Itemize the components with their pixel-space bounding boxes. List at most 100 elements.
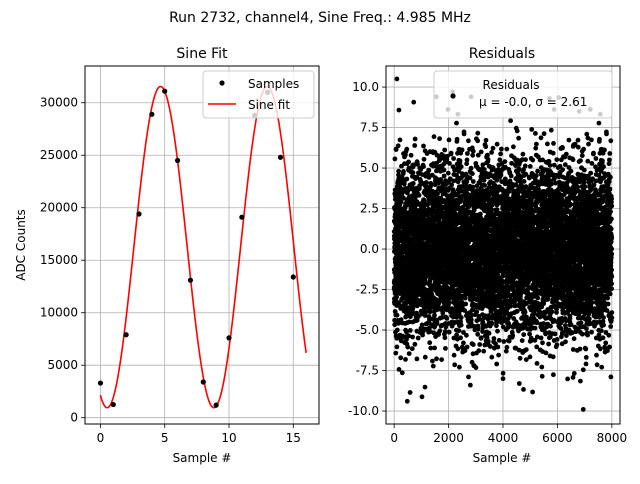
residual-point [515, 309, 520, 314]
sample-point [162, 89, 167, 94]
sine-fit-title: Sine Fit [176, 46, 228, 62]
residual-point [443, 346, 448, 351]
residual-point [427, 340, 432, 345]
sample-point [201, 379, 206, 384]
residual-point [423, 355, 428, 360]
residual-point [488, 344, 493, 349]
residual-point [504, 147, 509, 152]
residual-point [458, 335, 463, 340]
residual-point [486, 339, 491, 344]
residual-point [508, 118, 513, 123]
residual-point [503, 159, 508, 164]
sample-point [278, 155, 283, 160]
sine-fit-ylabel: ADC Counts [14, 209, 28, 281]
residual-point [417, 193, 422, 198]
residual-point [407, 351, 412, 356]
residual-point [468, 176, 473, 181]
residual-point [422, 157, 427, 162]
residual-point [499, 147, 504, 152]
residual-point [442, 148, 447, 153]
residual-point [409, 153, 414, 158]
residual-point [485, 153, 490, 158]
residual-point [428, 309, 433, 314]
residual-point [474, 365, 479, 370]
residual-point [505, 345, 510, 350]
residual-point [446, 171, 451, 176]
residual-point [474, 309, 479, 314]
residual-point [449, 151, 454, 156]
legend-sine-fit-label: Sine fit [248, 98, 290, 112]
residual-point [432, 346, 437, 351]
y-tick-label: 0 [70, 411, 78, 425]
residual-point [479, 150, 484, 155]
figure-suptitle: Run 2732, channel4, Sine Freq.: 4.985 MH… [169, 10, 471, 26]
residual-point [475, 138, 480, 143]
residual-point [411, 181, 416, 186]
legend-samples-marker [219, 80, 224, 85]
residual-point [459, 323, 464, 328]
residual-point [509, 174, 514, 179]
residual-point [443, 335, 448, 340]
residual-point [438, 328, 443, 333]
residual-point [518, 356, 523, 361]
residual-point [420, 394, 425, 399]
residual-point [487, 331, 492, 336]
sine-fit-line [100, 87, 306, 408]
y-tick-label: 30000 [40, 96, 78, 110]
residual-point [437, 136, 442, 141]
residual-point [501, 339, 506, 344]
residual-point [458, 158, 463, 163]
residual-point [397, 108, 402, 113]
residual-point [524, 347, 529, 352]
residual-point [471, 342, 476, 347]
residual-point [522, 179, 527, 184]
residual-point [464, 179, 469, 184]
residual-point [497, 338, 502, 343]
residual-point [406, 160, 411, 165]
residual-point [452, 362, 457, 367]
residual-point [416, 336, 421, 341]
residual-point [396, 143, 401, 148]
residual-point [489, 355, 494, 360]
y-tick-label: 25000 [40, 148, 78, 162]
residual-point [511, 144, 516, 149]
residual-point [395, 313, 400, 318]
residual-point [420, 323, 425, 328]
y-tick-label: 10000 [40, 306, 78, 320]
residual-point [412, 143, 417, 148]
residual-point [413, 342, 418, 347]
residual-point [476, 348, 481, 353]
residual-point [398, 355, 403, 360]
residual-point [404, 177, 409, 182]
residual-point [408, 390, 413, 395]
residual-point [461, 341, 466, 346]
residual-point [442, 168, 447, 173]
residual-point [490, 321, 495, 326]
residual-point [434, 356, 439, 361]
residual-point [424, 180, 429, 185]
residual-point [471, 179, 476, 184]
residual-point [521, 332, 526, 337]
residual-point [523, 310, 528, 315]
residual-point [447, 300, 452, 305]
sample-point [175, 158, 180, 163]
y-tick-label: 15000 [40, 253, 78, 267]
residual-point [421, 164, 426, 169]
residual-point [395, 345, 400, 350]
residual-point [469, 317, 474, 322]
residual-point [489, 207, 494, 212]
sample-point [149, 112, 154, 117]
sine-fit-xlabel: Sample # [173, 451, 232, 465]
residual-point [492, 336, 497, 341]
residual-point [427, 168, 432, 173]
residual-point [469, 166, 474, 171]
residual-point [413, 137, 418, 142]
residual-point [393, 157, 398, 162]
residual-point [452, 353, 457, 358]
residual-point [495, 329, 500, 334]
residual-point [520, 338, 525, 343]
residual-point [447, 330, 452, 335]
residual-point [410, 335, 415, 340]
